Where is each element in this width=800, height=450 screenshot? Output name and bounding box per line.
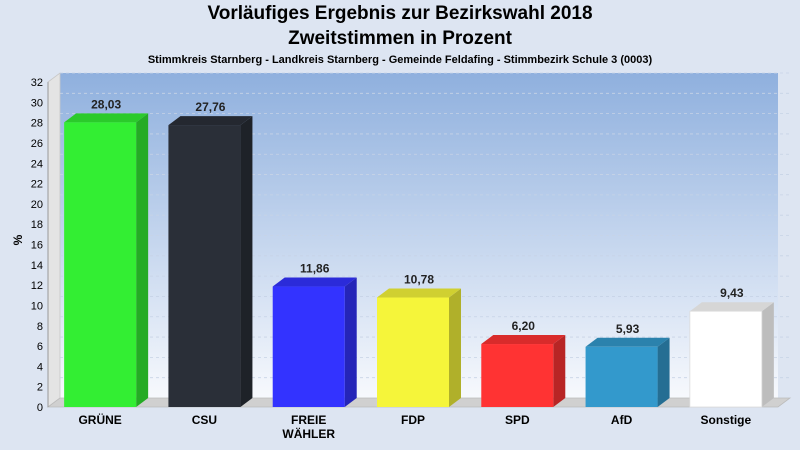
y-tick-label: 6 bbox=[37, 341, 43, 353]
y-tick-label: 32 bbox=[31, 77, 43, 89]
bar-value-label: 27,76 bbox=[195, 100, 225, 114]
bar-side bbox=[553, 335, 566, 407]
y-tick-label: 0 bbox=[37, 402, 43, 414]
chart-title-line-2: Zweitstimmen in Prozent bbox=[288, 28, 512, 49]
bar-top bbox=[689, 302, 774, 312]
bar-front bbox=[272, 286, 345, 407]
bar-side bbox=[240, 116, 253, 407]
bar-front bbox=[168, 125, 241, 407]
bar-value-label: 10,78 bbox=[404, 273, 434, 287]
y-tick-label: 4 bbox=[37, 361, 43, 373]
bars: 28,03 27,76 11,86 10,78 6,20 5,93 9,43 bbox=[64, 97, 774, 408]
y-tick-label: 22 bbox=[31, 179, 43, 191]
x-tick-label: AfD bbox=[611, 413, 633, 427]
bar-value-label: 5,93 bbox=[616, 322, 640, 336]
x-tick-label: WÄHLER bbox=[282, 426, 335, 441]
bar-front bbox=[585, 346, 658, 407]
x-tick-label: FDP bbox=[401, 413, 425, 427]
bar-value-label: 11,86 bbox=[300, 262, 330, 276]
chart-subtitle: Stimmkreis Starnberg - Landkreis Starnbe… bbox=[147, 54, 653, 66]
bar-top bbox=[64, 113, 149, 123]
bar bbox=[64, 113, 149, 407]
y-tick-label: 20 bbox=[31, 199, 43, 211]
bar-top bbox=[585, 337, 670, 347]
bar-front bbox=[377, 297, 449, 407]
y-tick-label: 16 bbox=[31, 240, 43, 252]
bar bbox=[377, 288, 461, 407]
y-tick-label: 8 bbox=[37, 321, 43, 333]
y-tick-label: 2 bbox=[37, 382, 43, 394]
plot-left-wall bbox=[47, 72, 61, 408]
y-tick-label: 24 bbox=[31, 158, 43, 170]
x-tick-label: CSU bbox=[192, 413, 217, 427]
bar-side bbox=[761, 302, 774, 407]
bar-top bbox=[377, 288, 461, 298]
x-tick-label: Sonstige bbox=[701, 413, 752, 427]
bar-top bbox=[168, 116, 253, 126]
bar-value-label: 6,20 bbox=[512, 319, 536, 333]
y-tick-label: 12 bbox=[31, 280, 43, 292]
x-tick-label: GRÜNE bbox=[78, 412, 121, 427]
bar-front bbox=[689, 310, 763, 408]
bar-value-label: 9,43 bbox=[720, 286, 744, 300]
chart-title: Vorläufiges Ergebnis zur Bezirkswahl 201… bbox=[207, 3, 593, 24]
bar bbox=[481, 335, 566, 407]
y-tick-label: 28 bbox=[31, 118, 43, 130]
y-tick-label: 10 bbox=[31, 300, 43, 312]
y-axis-label: % bbox=[11, 234, 25, 245]
bar-side bbox=[657, 337, 670, 407]
bar bbox=[168, 116, 253, 407]
bar-front bbox=[64, 122, 137, 407]
y-tick-label: 30 bbox=[31, 97, 43, 109]
x-tick-label: SPD bbox=[505, 413, 530, 427]
bar-front bbox=[481, 344, 554, 407]
y-tick-label: 18 bbox=[31, 219, 43, 231]
y-tick-label: 26 bbox=[31, 138, 43, 150]
bar-top bbox=[481, 335, 566, 345]
y-tick-label: 14 bbox=[31, 260, 43, 272]
bar bbox=[585, 337, 670, 407]
bar-top bbox=[272, 277, 357, 287]
bar bbox=[272, 277, 357, 407]
bar-side bbox=[344, 277, 357, 407]
bar-side bbox=[136, 113, 149, 407]
bar bbox=[689, 302, 774, 408]
x-tick-label: FREIE bbox=[291, 413, 326, 427]
bar-value-label: 28,03 bbox=[91, 97, 121, 111]
bar-side bbox=[449, 288, 461, 407]
